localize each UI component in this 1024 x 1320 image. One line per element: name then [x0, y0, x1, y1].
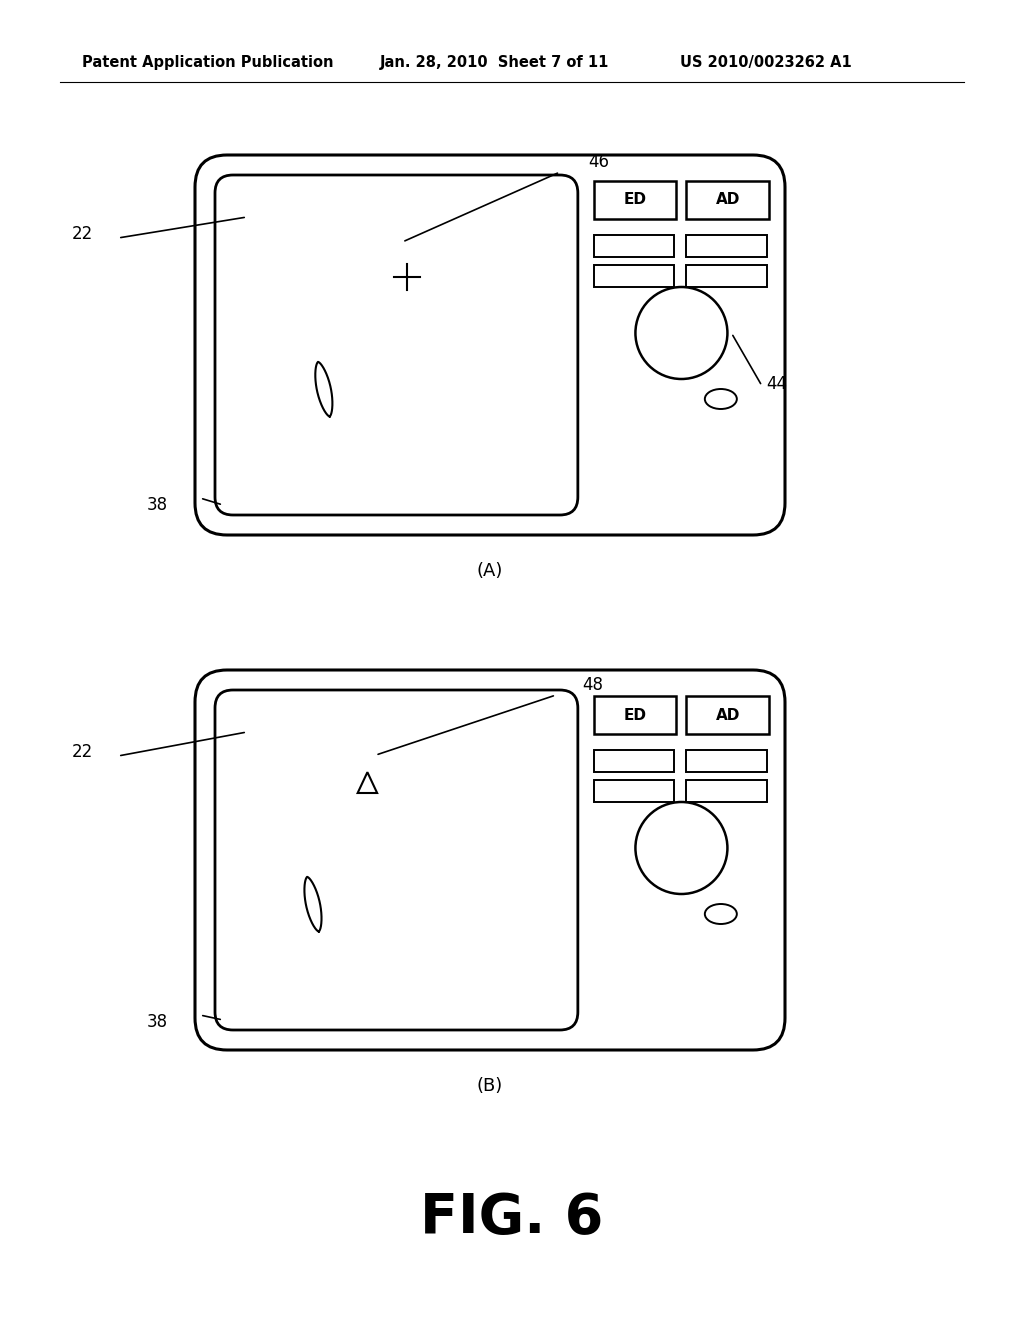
Polygon shape	[712, 330, 721, 337]
Ellipse shape	[705, 904, 737, 924]
Polygon shape	[642, 845, 651, 851]
Text: ED: ED	[624, 708, 646, 722]
Text: ED: ED	[624, 193, 646, 207]
Text: 22: 22	[72, 224, 92, 243]
Bar	[594, 181, 677, 219]
Text: FIG. 6: FIG. 6	[420, 1191, 604, 1245]
Bar	[594, 750, 675, 772]
Bar	[686, 181, 769, 219]
Text: AD: AD	[716, 708, 740, 722]
Polygon shape	[357, 772, 377, 793]
Bar	[594, 235, 675, 257]
Text: (A): (A)	[477, 562, 503, 579]
Bar	[594, 696, 677, 734]
Text: 48: 48	[582, 676, 603, 694]
Bar	[594, 265, 675, 286]
Text: 44: 44	[766, 375, 787, 393]
Bar	[686, 265, 767, 286]
Circle shape	[636, 803, 727, 894]
Text: Jan. 28, 2010  Sheet 7 of 11: Jan. 28, 2010 Sheet 7 of 11	[380, 54, 609, 70]
Polygon shape	[678, 879, 685, 887]
Text: 22: 22	[72, 743, 92, 762]
Text: Patent Application Publication: Patent Application Publication	[82, 54, 334, 70]
FancyBboxPatch shape	[215, 176, 578, 515]
Text: (B): (B)	[477, 1077, 503, 1096]
FancyBboxPatch shape	[215, 690, 578, 1030]
Polygon shape	[712, 845, 721, 851]
Text: 38: 38	[146, 496, 168, 513]
Bar	[594, 780, 675, 803]
Text: 46: 46	[588, 153, 609, 172]
Ellipse shape	[705, 389, 737, 409]
Polygon shape	[678, 294, 685, 302]
Circle shape	[636, 286, 727, 379]
Text: AD: AD	[716, 193, 740, 207]
FancyBboxPatch shape	[195, 671, 785, 1049]
Bar	[686, 696, 769, 734]
Polygon shape	[678, 809, 685, 817]
Polygon shape	[678, 363, 685, 372]
Bar	[686, 235, 767, 257]
Bar	[686, 750, 767, 772]
Text: US 2010/0023262 A1: US 2010/0023262 A1	[680, 54, 852, 70]
Bar	[686, 780, 767, 803]
FancyBboxPatch shape	[195, 154, 785, 535]
Polygon shape	[642, 330, 651, 337]
Text: 38: 38	[146, 1012, 168, 1031]
